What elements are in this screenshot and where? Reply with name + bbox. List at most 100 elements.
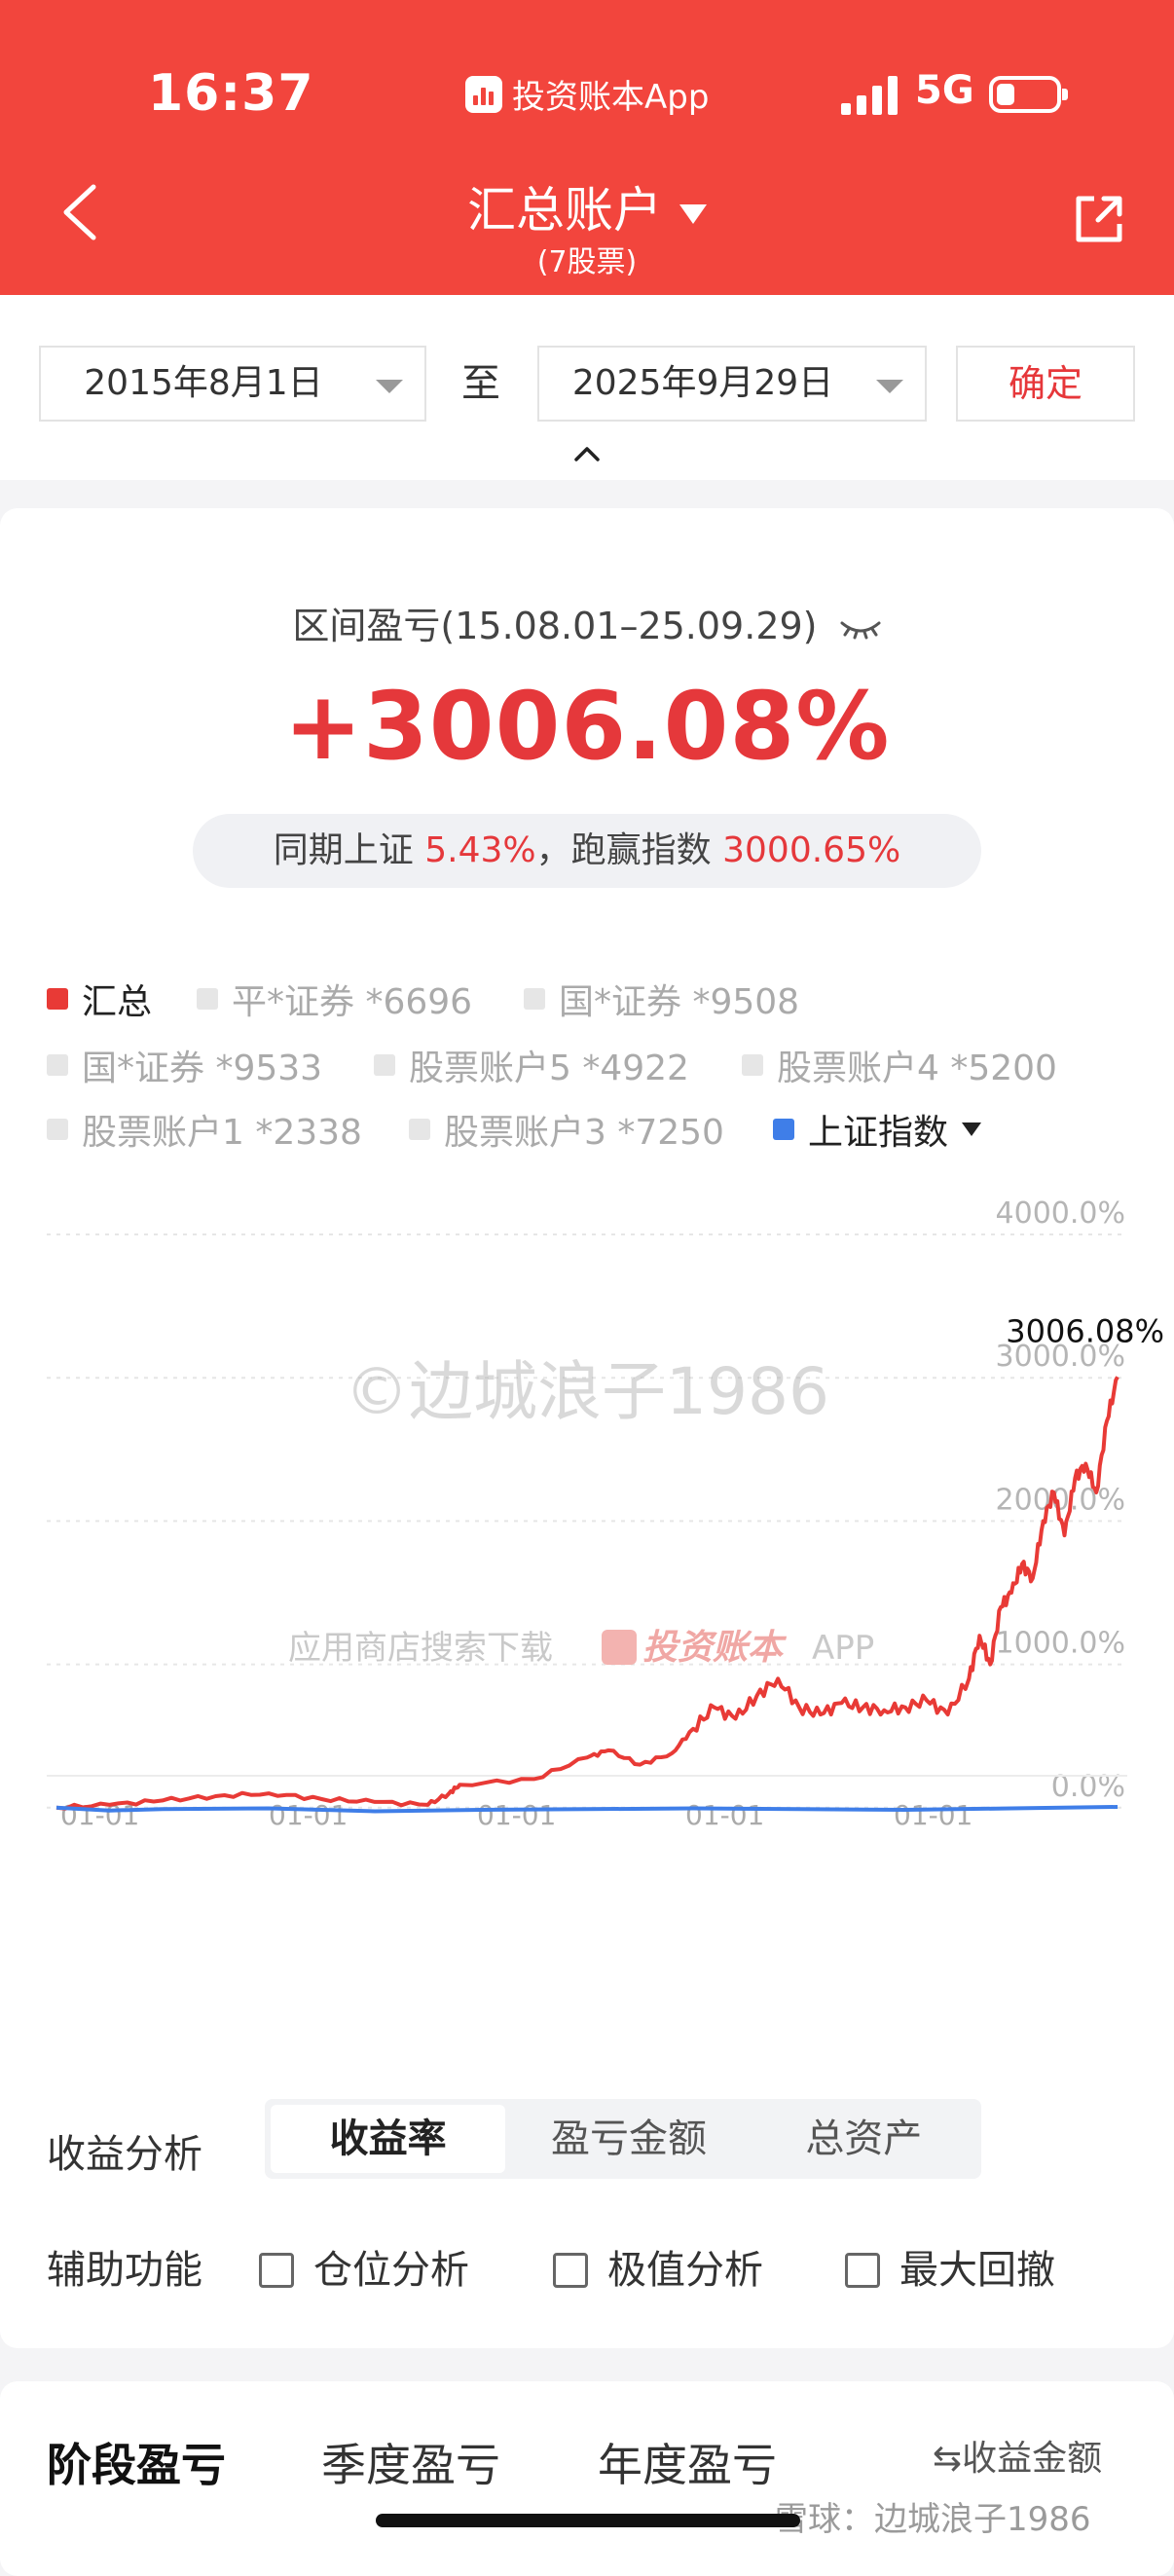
- to-label: 至: [461, 361, 500, 406]
- dropdown-caret-icon: [679, 203, 707, 224]
- signal-icon: [841, 76, 899, 115]
- share-button[interactable]: [1073, 193, 1125, 245]
- tab-total-assets[interactable]: 总资产: [805, 2116, 923, 2161]
- app-promo-text: 应用商店搜索下载: [288, 1629, 553, 1668]
- legend-label: 国*证券 *9533: [82, 1049, 323, 1088]
- chart-watermark: ©边城浪子1986: [345, 1354, 829, 1429]
- legend-swatch: [742, 1054, 763, 1076]
- checkbox-label: 最大回撤: [899, 2248, 1055, 2293]
- analysis-label: 收益分析: [47, 2132, 202, 2177]
- collapse-chevron-icon[interactable]: [572, 443, 602, 464]
- series-line-index: [55, 1805, 1119, 1814]
- account-selector[interactable]: 汇总账户: [0, 171, 1174, 241]
- compare-mid: ，跑赢指数: [535, 830, 712, 870]
- tab-profit-amount[interactable]: 盈亏金额: [550, 2116, 707, 2161]
- legend-item-account[interactable]: 股票账户4 *5200: [742, 1040, 1057, 1090]
- legend-item-account[interactable]: 股票账户5 *4922: [374, 1040, 689, 1090]
- tab-stage-profit[interactable]: 阶段盈亏: [47, 2439, 226, 2491]
- excess-return: 3000.65%: [722, 830, 901, 870]
- checkbox-icon: [259, 2253, 294, 2288]
- start-date-select[interactable]: 2015年8月1日: [39, 346, 426, 422]
- legend-label: 股票账户5 *4922: [409, 1049, 689, 1088]
- summary-card: 区间盈亏(15.08.01–25.09.29) +3006.08% 同期上证 5…: [0, 508, 1174, 2348]
- chevron-down-icon: [376, 380, 403, 393]
- legend-label: 汇总: [82, 982, 153, 1022]
- end-value-label: 3006.08%: [1006, 1312, 1164, 1349]
- total-return-value: +3006.08%: [283, 672, 891, 781]
- page-title: 汇总账户: [467, 182, 662, 239]
- status-bar: 16:37 投资账本App 5G: [0, 58, 1174, 129]
- legend-item-index[interactable]: 上证指数: [773, 1104, 982, 1155]
- legend-swatch: [47, 988, 68, 1010]
- app-promo-brand: 投资账本: [642, 1628, 788, 1668]
- legend-swatch: [524, 988, 545, 1010]
- y-tick-label: 4000.0%: [996, 1196, 1125, 1231]
- status-app-label: 投资账本App: [512, 78, 710, 117]
- checkbox-label: 极值分析: [607, 2248, 763, 2293]
- legend-item-account[interactable]: 国*证券 *9533: [47, 1040, 322, 1090]
- legend-swatch: [409, 1119, 430, 1140]
- legend-item-summary[interactable]: 汇总: [47, 974, 152, 1024]
- date-range-bar: 2015年8月1日 至 2025年9月29日 确定: [0, 295, 1174, 480]
- tab-return-rate[interactable]: 收益率: [271, 2105, 506, 2173]
- checkbox-icon: [553, 2253, 588, 2288]
- sort-by-amount[interactable]: ⇆收益金额: [933, 2430, 1102, 2481]
- start-date-value: 2015年8月1日: [84, 363, 323, 403]
- y-tick-label: 3000.0%: [996, 1340, 1125, 1374]
- legend-swatch: [773, 1119, 794, 1140]
- range-label: 区间盈亏(15.08.01–25.09.29): [292, 605, 818, 647]
- legend-label: 平*证券 *6696: [232, 982, 473, 1022]
- legend-swatch: [47, 1054, 68, 1076]
- legend-label: 国*证券 *9508: [559, 982, 800, 1022]
- legend-item-account[interactable]: 股票账户3 *7250: [409, 1104, 724, 1155]
- end-date-select[interactable]: 2025年9月29日: [537, 346, 927, 422]
- sort-label: 收益金额: [962, 2439, 1103, 2479]
- period-profit-card: 阶段盈亏 季度盈亏 年度盈亏 ⇆收益金额: [0, 2381, 1174, 2576]
- app-logo-icon: [465, 75, 502, 113]
- legend-item-account[interactable]: 股票账户1 *2338: [47, 1104, 362, 1155]
- y-tick-label: 1000.0%: [996, 1627, 1125, 1661]
- hide-eye-icon[interactable]: [839, 617, 882, 641]
- extreme-analysis-checkbox[interactable]: 极值分析: [553, 2231, 763, 2309]
- legend-item-account[interactable]: 平*证券 *6696: [197, 974, 472, 1024]
- page-subtitle: (7股票): [536, 245, 638, 279]
- back-button[interactable]: [58, 183, 101, 241]
- legend-item-account[interactable]: 国*证券 *9508: [524, 974, 799, 1024]
- home-indicator[interactable]: [376, 2514, 800, 2527]
- series-line-summary: [55, 1376, 1119, 1811]
- confirm-button[interactable]: 确定: [956, 346, 1135, 422]
- xueqiu-watermark: 雪球：边城浪子1986: [775, 2500, 1091, 2539]
- legend-swatch: [47, 1119, 68, 1140]
- index-return: 5.43%: [424, 830, 536, 870]
- checkbox-label: 仓位分析: [313, 2248, 469, 2293]
- legend-label: 上证指数: [808, 1113, 949, 1153]
- legend-label: 股票账户3 *7250: [444, 1113, 724, 1153]
- tab-year-profit[interactable]: 年度盈亏: [598, 2439, 777, 2491]
- status-time: 16:37: [148, 64, 314, 123]
- compare-prefix: 同期上证: [273, 830, 414, 870]
- legend-swatch: [374, 1054, 395, 1076]
- index-comparison: 同期上证 5.43%，跑赢指数 3000.65%: [193, 814, 981, 888]
- return-line-chart[interactable]: 4000.0%3000.0%2000.0%1000.0%0.0%-1000.0%…: [0, 1180, 1174, 1842]
- y-tick-label: 2000.0%: [996, 1483, 1125, 1517]
- x-tick-label: 01-01: [269, 1799, 348, 1831]
- network-label: 5G: [915, 68, 974, 113]
- legend-swatch: [197, 988, 218, 1010]
- app-header: 16:37 投资账本App 5G 汇总账户 (7股票): [0, 0, 1174, 295]
- sort-icon: ⇆: [933, 2439, 963, 2479]
- checkbox-icon: [845, 2253, 880, 2288]
- battery-icon: [989, 76, 1068, 113]
- legend-label: 股票账户4 *5200: [777, 1049, 1057, 1088]
- legend-label: 股票账户1 *2338: [82, 1113, 362, 1153]
- max-drawdown-checkbox[interactable]: 最大回撤: [845, 2231, 1055, 2309]
- dropdown-caret-icon: [962, 1122, 982, 1136]
- analysis-segment-control: 收益率 盈亏金额 总资产: [265, 2099, 981, 2179]
- range-title: 区间盈亏(15.08.01–25.09.29): [0, 596, 1174, 649]
- app-promo-logo-icon: [602, 1630, 637, 1665]
- x-tick-label: 01-01: [477, 1799, 556, 1831]
- chevron-down-icon: [876, 380, 903, 393]
- app-promo-suffix: APP: [812, 1629, 874, 1668]
- tab-quarter-profit[interactable]: 季度盈亏: [321, 2439, 500, 2491]
- position-analysis-checkbox[interactable]: 仓位分析: [259, 2231, 469, 2309]
- x-tick-label: 01-01: [685, 1799, 764, 1831]
